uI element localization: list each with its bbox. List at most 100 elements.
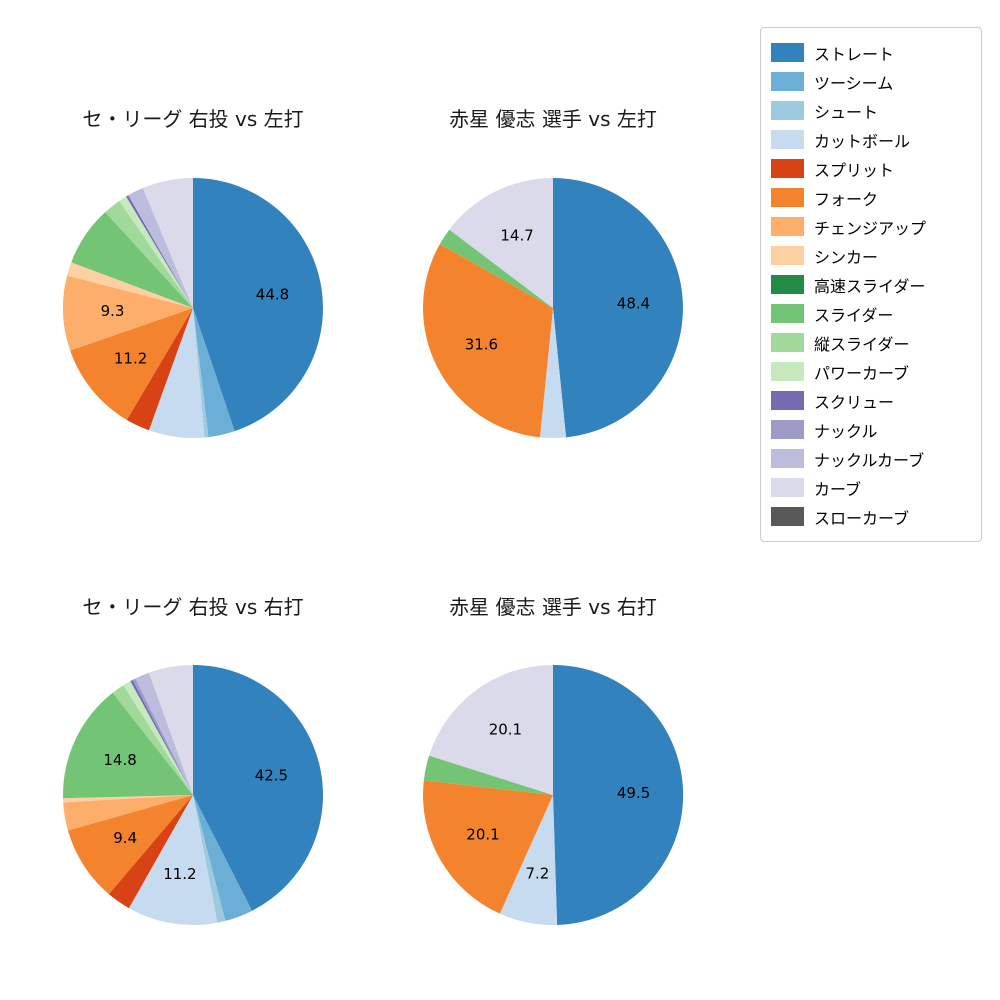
chart-title-league-vs-left: セ・リーグ 右投 vs 左打 bbox=[82, 107, 304, 131]
pie-slice bbox=[439, 229, 553, 308]
legend-item: シンカー bbox=[771, 241, 971, 270]
pie-slice bbox=[423, 243, 553, 438]
pie-slice bbox=[119, 196, 193, 308]
legend-label: シンカー bbox=[814, 247, 879, 267]
pie-slice bbox=[193, 795, 226, 923]
pie-percent-label: 48.4 bbox=[617, 295, 650, 313]
pie-slice bbox=[63, 795, 193, 803]
pie-slice bbox=[135, 672, 193, 795]
legend-label: カットボール bbox=[814, 131, 911, 151]
legend-label: スクリュー bbox=[814, 392, 895, 412]
pie-slice bbox=[126, 308, 193, 431]
pie-slice bbox=[429, 665, 553, 795]
pie-percent-label: 42.5 bbox=[255, 767, 288, 785]
pie-slice bbox=[123, 681, 193, 795]
pie-slice bbox=[105, 200, 193, 308]
pie-percent-label: 49.5 bbox=[617, 784, 650, 802]
legend-item: シュート bbox=[771, 96, 971, 125]
pie-slice bbox=[422, 780, 553, 914]
legend-item: ストレート bbox=[771, 38, 971, 67]
legend-swatch bbox=[771, 246, 804, 265]
legend-item: ツーシーム bbox=[771, 67, 971, 96]
legend-swatch bbox=[771, 478, 804, 497]
legend-swatch bbox=[771, 43, 804, 62]
legend-swatch bbox=[771, 449, 804, 468]
legend-label: ナックル bbox=[814, 421, 878, 441]
legend-swatch bbox=[771, 72, 804, 91]
legend-swatch bbox=[771, 391, 804, 410]
legend-label: シュート bbox=[814, 102, 879, 122]
pie-chart-player-vs-left: 48.4 31.6 14.7 bbox=[423, 178, 683, 438]
pie-chart-league-vs-left: 44.8 11.2 9.3 bbox=[62, 178, 323, 439]
legend-label: スローカーブ bbox=[814, 508, 910, 528]
legend-swatch bbox=[771, 217, 804, 236]
legend-swatch bbox=[771, 275, 804, 294]
pie-slice bbox=[62, 692, 193, 799]
pie-slice bbox=[128, 795, 218, 926]
pie-chart-league-vs-right: 42.5 11.2 9.4 14.8 bbox=[62, 665, 323, 926]
pie-percent-label: 9.3 bbox=[101, 302, 125, 320]
pie-percent-label: 14.8 bbox=[103, 751, 136, 769]
legend-swatch bbox=[771, 130, 804, 149]
pie-percent-label: 44.8 bbox=[256, 285, 289, 303]
legend-item: カーブ bbox=[771, 473, 971, 502]
legend-swatch bbox=[771, 304, 804, 323]
pie-percent-label: 14.7 bbox=[500, 226, 533, 244]
pie-slice bbox=[193, 795, 253, 921]
pie-slice bbox=[193, 308, 209, 438]
pie-slice bbox=[539, 308, 567, 438]
legend-item: スライダー bbox=[771, 299, 971, 328]
pie-slice bbox=[142, 178, 193, 308]
legend-label: ストレート bbox=[814, 44, 895, 64]
pie-slice bbox=[423, 755, 553, 795]
legend-swatch bbox=[771, 362, 804, 381]
legend-label: ナックルカーブ bbox=[814, 450, 925, 470]
chart-title-player-vs-right: 赤星 優志 選手 vs 右打 bbox=[449, 595, 657, 619]
pie-percent-label: 11.2 bbox=[114, 350, 147, 368]
pie-slice bbox=[108, 795, 193, 909]
legend-swatch bbox=[771, 159, 804, 178]
pie-slice bbox=[71, 212, 193, 308]
legend-label: スプリット bbox=[814, 160, 895, 180]
legend-item: フォーク bbox=[771, 183, 971, 212]
pie-slice bbox=[148, 665, 193, 795]
legend-item: スローカーブ bbox=[771, 502, 971, 531]
legend-item: ナックル bbox=[771, 415, 971, 444]
pie-percent-label: 20.1 bbox=[489, 720, 522, 738]
pie-slice bbox=[63, 795, 194, 831]
pie-slice bbox=[70, 308, 193, 420]
legend-item: カットボール bbox=[771, 125, 971, 154]
legend-swatch bbox=[771, 101, 804, 120]
pie-percent-label: 9.4 bbox=[113, 829, 137, 847]
legend-item: スプリット bbox=[771, 154, 971, 183]
pie-slice bbox=[193, 665, 323, 911]
pie-slice bbox=[148, 308, 205, 439]
legend-item: パワーカーブ bbox=[771, 357, 971, 386]
pie-slice bbox=[449, 178, 553, 308]
legend-label: 高速スライダー bbox=[814, 276, 926, 296]
pie-slice bbox=[67, 262, 193, 308]
pie-slice bbox=[499, 795, 558, 926]
pie-slice bbox=[126, 195, 193, 308]
pie-chart-player-vs-right: 49.5 7.2 20.1 20.1 bbox=[422, 664, 684, 926]
chart-title-league-vs-right: セ・リーグ 右投 vs 右打 bbox=[82, 595, 304, 619]
legend-label: フォーク bbox=[814, 189, 879, 209]
pie-percent-label: 31.6 bbox=[465, 336, 498, 354]
legend-item: ナックルカーブ bbox=[771, 444, 971, 473]
pie-slice bbox=[62, 275, 193, 351]
legend-item: スクリュー bbox=[771, 386, 971, 415]
legend-label: スライダー bbox=[814, 305, 894, 325]
chart-title-player-vs-left: 赤星 優志 選手 vs 左打 bbox=[449, 107, 657, 131]
legend-label: ツーシーム bbox=[814, 73, 894, 93]
legend-swatch bbox=[771, 333, 804, 352]
legend-label: チェンジアップ bbox=[814, 218, 927, 238]
pie-slice bbox=[193, 308, 235, 438]
legend: ストレートツーシームシュートカットボール スプリットフォークチェンジアップ シンカー… bbox=[760, 27, 982, 542]
legend-item: チェンジアップ bbox=[771, 212, 971, 241]
legend-item: 高速スライダー bbox=[771, 270, 971, 299]
pie-percent-label: 7.2 bbox=[525, 865, 549, 883]
pie-slice bbox=[130, 679, 193, 795]
pie-slice bbox=[67, 795, 193, 895]
pie-percent-label: 20.1 bbox=[466, 825, 499, 843]
